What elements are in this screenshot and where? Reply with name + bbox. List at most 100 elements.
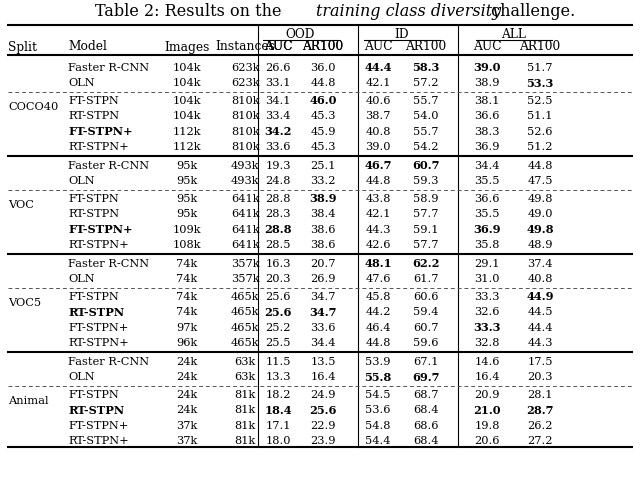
Text: Instances: Instances [215, 40, 275, 53]
Text: 28.8: 28.8 [265, 193, 291, 204]
Text: Split: Split [8, 40, 37, 53]
Text: 641k: 641k [231, 193, 259, 204]
Text: 623k: 623k [231, 78, 259, 88]
Text: 108k: 108k [173, 240, 201, 250]
Text: 45.8: 45.8 [365, 291, 391, 301]
Text: Model: Model [68, 40, 107, 53]
Text: COCO40: COCO40 [8, 102, 58, 112]
Text: FT-STPN: FT-STPN [68, 96, 119, 106]
Text: 357k: 357k [231, 274, 259, 284]
Text: 55.8: 55.8 [364, 372, 392, 383]
Text: 20.3: 20.3 [265, 274, 291, 284]
Text: 28.1: 28.1 [527, 390, 553, 399]
Text: 112k: 112k [173, 127, 201, 136]
Text: 20.7: 20.7 [310, 259, 336, 268]
Text: 52.6: 52.6 [527, 127, 553, 136]
Text: 24k: 24k [177, 405, 198, 415]
Text: 42.6: 42.6 [365, 240, 391, 250]
Text: 24k: 24k [177, 390, 198, 399]
Text: 68.7: 68.7 [413, 390, 439, 399]
Text: 43.8: 43.8 [365, 193, 391, 204]
Text: 34.1: 34.1 [265, 96, 291, 106]
Text: 49.8: 49.8 [527, 193, 553, 204]
Text: 34.4: 34.4 [474, 160, 500, 170]
Text: RT-STPN+: RT-STPN+ [68, 436, 129, 446]
Text: 60.7: 60.7 [413, 323, 439, 333]
Text: 60.7: 60.7 [412, 160, 440, 171]
Text: Images: Images [164, 40, 210, 53]
Text: 96k: 96k [177, 338, 198, 348]
Text: AUC: AUC [264, 40, 292, 53]
Text: 44.9: 44.9 [526, 291, 554, 302]
Text: 40.8: 40.8 [365, 127, 391, 136]
Text: 47.6: 47.6 [365, 274, 391, 284]
Text: 38.4: 38.4 [310, 209, 336, 219]
Text: 493k: 493k [231, 176, 259, 186]
Text: 38.6: 38.6 [310, 240, 336, 250]
Text: 81k: 81k [234, 420, 255, 431]
Text: 36.6: 36.6 [474, 193, 500, 204]
Text: 33.2: 33.2 [310, 176, 336, 186]
Text: 20.6: 20.6 [474, 436, 500, 446]
Text: OLN: OLN [68, 372, 95, 382]
Text: 13.3: 13.3 [265, 372, 291, 382]
Text: 54.2: 54.2 [413, 142, 439, 152]
Text: 74k: 74k [177, 307, 198, 317]
Text: 53.6: 53.6 [365, 405, 391, 415]
Text: 33.6: 33.6 [310, 323, 336, 333]
Text: 36.9: 36.9 [474, 142, 500, 152]
Text: 44.8: 44.8 [365, 338, 391, 348]
Text: AUC: AUC [364, 40, 392, 53]
Text: 18.0: 18.0 [265, 436, 291, 446]
Text: 40.6: 40.6 [365, 96, 391, 106]
Text: 33.6: 33.6 [265, 142, 291, 152]
Text: 465k: 465k [231, 307, 259, 317]
Text: 25.1: 25.1 [310, 160, 336, 170]
Text: OOD: OOD [285, 27, 316, 40]
Text: 39.0: 39.0 [365, 142, 391, 152]
Text: 104k: 104k [173, 78, 201, 88]
Text: 97k: 97k [177, 323, 198, 333]
Text: AR100: AR100 [405, 40, 447, 53]
Text: 33.4: 33.4 [265, 111, 291, 121]
Text: RT-STPN: RT-STPN [68, 405, 124, 416]
Text: Table 2: Results on the: Table 2: Results on the [95, 3, 287, 21]
Text: 20.3: 20.3 [527, 372, 553, 382]
Text: 24.8: 24.8 [265, 176, 291, 186]
Text: 58.3: 58.3 [412, 62, 440, 73]
Text: training class diversity: training class diversity [316, 3, 501, 21]
Text: 45.9: 45.9 [310, 127, 336, 136]
Text: 54.4: 54.4 [365, 436, 391, 446]
Text: 68.4: 68.4 [413, 436, 439, 446]
Text: 59.1: 59.1 [413, 225, 439, 235]
Text: 641k: 641k [231, 240, 259, 250]
Text: Faster R-CNN: Faster R-CNN [68, 259, 149, 268]
Text: 45.3: 45.3 [310, 111, 336, 121]
Text: 74k: 74k [177, 291, 198, 301]
Text: 49.0: 49.0 [527, 209, 553, 219]
Text: 465k: 465k [231, 338, 259, 348]
Text: FT-STPN+: FT-STPN+ [68, 126, 132, 137]
Text: 59.3: 59.3 [413, 176, 439, 186]
Text: FT-STPN: FT-STPN [68, 193, 119, 204]
Text: 58.9: 58.9 [413, 193, 439, 204]
Text: 26.2: 26.2 [527, 420, 553, 431]
Text: 44.3: 44.3 [365, 225, 391, 235]
Text: 27.2: 27.2 [527, 436, 553, 446]
Text: 38.9: 38.9 [474, 78, 500, 88]
Text: 81k: 81k [234, 436, 255, 446]
Text: 112k: 112k [173, 142, 201, 152]
Text: 55.7: 55.7 [413, 96, 439, 106]
Text: 74k: 74k [177, 259, 198, 268]
Text: FT-STPN+: FT-STPN+ [68, 323, 129, 333]
Text: 25.5: 25.5 [265, 338, 291, 348]
Text: 54.8: 54.8 [365, 420, 391, 431]
Text: 19.3: 19.3 [265, 160, 291, 170]
Text: 104k: 104k [173, 111, 201, 121]
Text: 81k: 81k [234, 405, 255, 415]
Text: 67.1: 67.1 [413, 357, 439, 367]
Text: 44.8: 44.8 [365, 176, 391, 186]
Text: 32.6: 32.6 [474, 307, 500, 317]
Text: 465k: 465k [231, 323, 259, 333]
Text: 95k: 95k [177, 193, 198, 204]
